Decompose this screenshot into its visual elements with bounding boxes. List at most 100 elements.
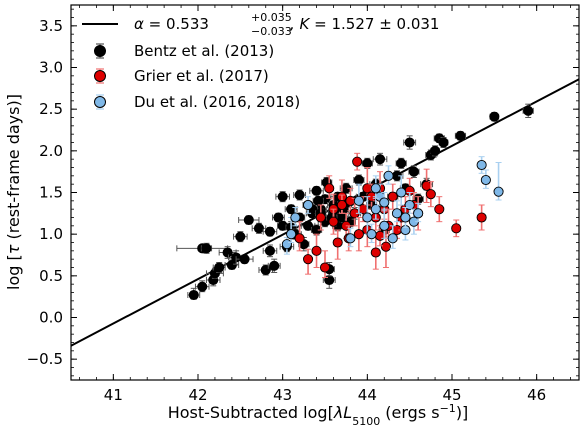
legend-entry-du: Du et al. (2016, 2018) <box>94 93 300 111</box>
y-tick-label: −0.5 <box>27 350 63 368</box>
data-point <box>303 254 314 265</box>
legend-du-label: Du et al. (2016, 2018) <box>134 93 300 111</box>
data-point <box>523 105 534 116</box>
data-point <box>345 195 356 206</box>
data-point <box>294 189 305 201</box>
data-point <box>370 204 381 215</box>
legend-du-marker <box>94 96 106 108</box>
data-point <box>260 264 271 276</box>
legend-fit-k: , K = 1.527 ± 0.031 <box>290 15 439 33</box>
data-point <box>214 262 225 273</box>
y-tick-label: 2.0 <box>39 142 63 160</box>
data-point <box>311 185 322 196</box>
data-point <box>413 208 424 219</box>
data-point <box>455 130 466 141</box>
y-tick-label: 1.0 <box>39 225 63 243</box>
data-point <box>451 223 462 234</box>
data-point <box>421 180 432 191</box>
legend-entry-grier: Grier et al. (2017) <box>94 67 269 85</box>
y-axis-label: log [τ (rest-frame days)] <box>4 94 23 290</box>
data-point <box>324 183 335 194</box>
y-tick-label: 0.0 <box>39 309 63 327</box>
data-point <box>404 199 415 211</box>
data-point <box>222 247 233 258</box>
y-tick-label: 1.5 <box>39 184 63 202</box>
data-point <box>391 208 403 219</box>
ticks-layer: 41 42 43 44 45 46 −0.5 0.0 0.5 1.0 1.5 2.0 2.5 3.0 3.5 <box>27 5 579 404</box>
legend-bentz-label: Bentz et al. (2013) <box>134 42 274 60</box>
x-tick-label: 46 <box>527 386 546 404</box>
y-tick-label: 3.5 <box>39 17 63 35</box>
data-point <box>379 197 390 208</box>
y-tick-label: 2.5 <box>39 100 63 118</box>
data-point <box>425 189 436 200</box>
data-point <box>353 174 364 186</box>
data-point <box>493 186 504 197</box>
x-axis-label: Host-Subtracted log[λL5100 (ergs s−1)] <box>168 402 469 427</box>
data-point <box>345 233 356 244</box>
data-point <box>489 111 500 122</box>
y-tick-label: 0.5 <box>39 267 63 285</box>
data-point <box>387 233 398 244</box>
data-point <box>438 137 449 148</box>
data-point <box>374 230 386 241</box>
data-point <box>281 239 292 250</box>
data-point <box>226 259 237 271</box>
data-point <box>253 223 265 234</box>
x-tick-label: 44 <box>358 386 377 404</box>
legend-grier-marker <box>94 70 106 82</box>
data-point <box>476 212 487 223</box>
data-point <box>197 281 208 292</box>
series-2 <box>281 156 504 255</box>
data-point <box>380 241 392 252</box>
y-tick-label: 3.0 <box>39 59 63 77</box>
data-point <box>396 158 407 169</box>
data-point <box>379 220 390 231</box>
x-tick-label: 41 <box>104 386 123 404</box>
data-point <box>315 212 326 223</box>
plot-frame <box>70 4 580 381</box>
data-point <box>370 247 381 258</box>
data-point <box>480 174 491 186</box>
data-point <box>264 245 276 256</box>
legend-fit-label: α = 0.533 <box>134 15 209 33</box>
legend-fit-sup: +0.035 <box>251 11 292 24</box>
data-point <box>273 212 284 223</box>
data-point <box>201 243 212 254</box>
data-point <box>336 199 347 211</box>
data-point <box>303 199 314 211</box>
data-point <box>362 183 373 194</box>
data-point <box>362 212 373 223</box>
data-point <box>374 154 386 165</box>
data-point <box>264 226 276 237</box>
data-point <box>243 214 254 226</box>
legend: α = 0.533 +0.035 −0.033 , K = 1.527 ± 0.… <box>82 11 439 111</box>
points-layer <box>176 103 534 301</box>
data-point <box>353 195 364 206</box>
data-point <box>319 262 331 273</box>
x-tick-label: 45 <box>442 386 461 404</box>
data-point <box>324 274 335 286</box>
data-point <box>332 237 343 248</box>
data-point <box>353 229 364 240</box>
data-point <box>400 212 411 223</box>
data-point <box>328 216 339 227</box>
data-point <box>362 158 373 169</box>
series-0 <box>176 103 534 301</box>
data-point <box>476 159 487 171</box>
legend-fit-sub: −0.033 <box>251 25 292 38</box>
data-point <box>311 245 322 256</box>
data-point <box>286 204 297 215</box>
data-point <box>430 145 441 156</box>
legend-bentz-marker <box>94 45 106 57</box>
data-point <box>383 170 394 181</box>
data-point <box>352 156 363 167</box>
legend-entry-bentz: Bentz et al. (2013) <box>94 42 274 60</box>
data-point <box>269 260 280 271</box>
data-point <box>286 229 297 240</box>
data-point <box>294 233 305 244</box>
x-tick-label: 42 <box>188 386 207 404</box>
data-point <box>396 187 407 198</box>
data-point <box>303 220 314 231</box>
data-point <box>290 212 301 223</box>
